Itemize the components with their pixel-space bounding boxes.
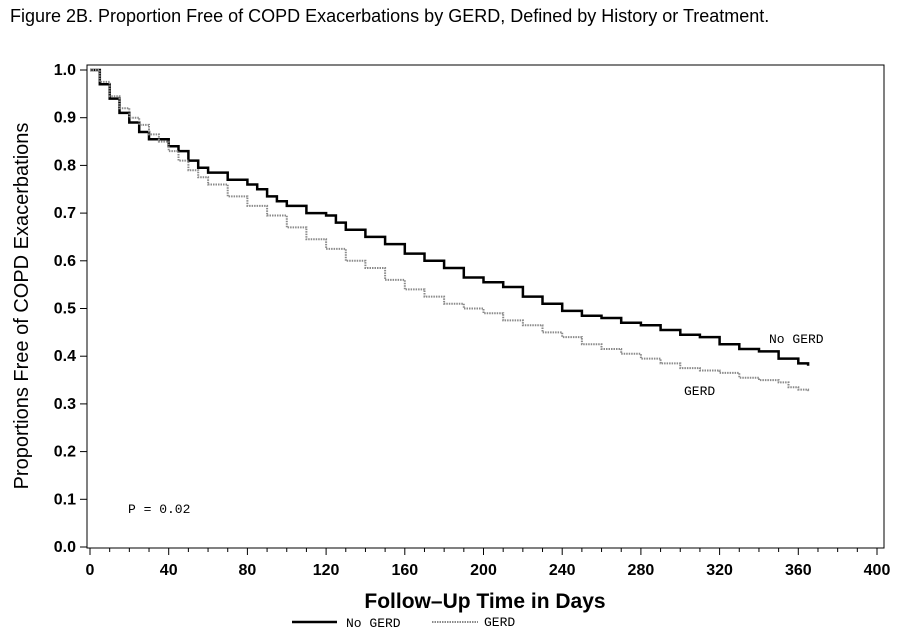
x-tick-label: 400 xyxy=(864,562,891,579)
y-axis-title: Proportions Free of COPD Exacerbations xyxy=(11,123,33,490)
end-label-gerd: GERD xyxy=(684,384,715,399)
x-tick-label: 80 xyxy=(239,562,257,579)
legend-label-no-gerd: No GERD xyxy=(346,616,401,631)
x-tick-label: 120 xyxy=(313,562,340,579)
legend: No GERD GERD xyxy=(292,615,515,631)
series-end-labels: No GERD GERD xyxy=(684,332,824,399)
y-tick-label: 0.4 xyxy=(54,348,76,365)
x-tick-label: 240 xyxy=(549,562,576,579)
series-layer xyxy=(90,68,810,392)
y-tick-label: 0.5 xyxy=(54,301,76,318)
x-axis: 0 40 80 120 160 200 240 280 320 360 400 xyxy=(86,548,891,579)
x-tick-label: 0 xyxy=(86,562,95,579)
x-tick-label: 200 xyxy=(470,562,497,579)
x-tick-label: 40 xyxy=(160,562,178,579)
x-tick-label: 160 xyxy=(391,562,418,579)
y-tick-label: 0.9 xyxy=(54,110,76,127)
x-tick-label: 280 xyxy=(628,562,655,579)
figure-title: Figure 2B. Proportion Free of COPD Exace… xyxy=(10,6,770,26)
y-tick-label: 0.7 xyxy=(54,205,76,222)
p-value-annotation: P = 0.02 xyxy=(128,502,190,517)
plot-frame xyxy=(86,64,885,549)
y-tick-label: 0.2 xyxy=(54,444,76,461)
y-axis: 0.0 0.1 0.2 0.3 0.4 0.5 0.6 0.7 0.8 0.9 1.0 xyxy=(54,62,87,556)
x-axis-title: Follow–Up Time in Days xyxy=(364,590,605,613)
legend-label-gerd: GERD xyxy=(484,615,515,630)
y-tick-label: 0.3 xyxy=(54,396,76,413)
y-tick-label: 0.6 xyxy=(54,253,76,270)
y-tick-label: 0.1 xyxy=(54,491,76,508)
y-tick-label: 0.8 xyxy=(54,157,76,174)
series-line-no-gerd xyxy=(90,68,810,366)
y-tick-label: 0.0 xyxy=(54,539,76,556)
end-label-no-gerd: No GERD xyxy=(769,332,824,347)
x-tick-label: 320 xyxy=(706,562,733,579)
series-line-gerd xyxy=(90,69,810,392)
y-tick-label: 1.0 xyxy=(54,62,76,79)
x-tick-label: 360 xyxy=(785,562,812,579)
